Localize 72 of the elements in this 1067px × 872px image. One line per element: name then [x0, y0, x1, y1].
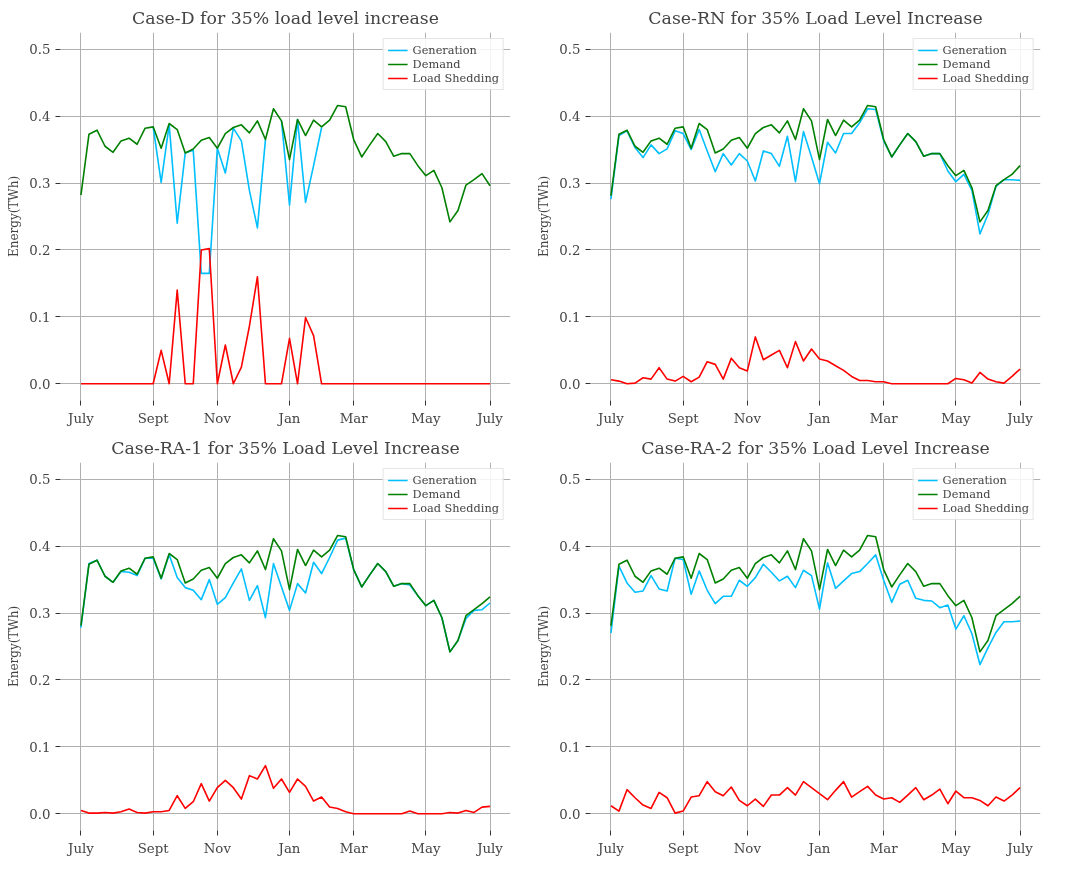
legend-label: Load Shedding: [942, 71, 1029, 85]
x-tick-label: May: [411, 410, 441, 426]
x-tick-label: July: [475, 840, 504, 856]
y-tick-label: 0.3: [29, 176, 51, 192]
y-tick-label: 0.2: [29, 242, 51, 258]
x-tick-label: Mar: [869, 840, 899, 856]
x-tick-label: Mar: [339, 410, 369, 426]
y-tick-label: 0.0: [559, 376, 581, 392]
x-tick-label: July: [1005, 840, 1034, 856]
legend-label: Demand: [412, 487, 461, 501]
x-tick-label: Sept: [667, 410, 700, 426]
legend-label: Load Shedding: [412, 71, 499, 85]
x-tick-label: Jan: [806, 840, 831, 856]
x-tick-label: Nov: [203, 840, 232, 856]
legend-label: Generation: [942, 473, 1007, 487]
x-tick-label: Nov: [733, 410, 762, 426]
x-tick-label: Mar: [869, 410, 899, 426]
x-tick-label: Jan: [276, 840, 301, 856]
y-tick-label: 0.1: [29, 309, 51, 325]
y-axis-title: Energy(TWh): [537, 605, 552, 688]
legend-label: Generation: [942, 43, 1007, 57]
y-tick-label: 0.1: [559, 309, 581, 325]
x-tick-label: Sept: [667, 840, 700, 856]
x-tick-label: Mar: [339, 840, 369, 856]
x-tick-label: Sept: [137, 840, 170, 856]
y-tick-label: 0.3: [29, 606, 51, 622]
y-tick-label: 0.2: [29, 672, 51, 688]
y-axis-title: Energy(TWh): [7, 175, 22, 258]
y-tick-label: 0.3: [559, 606, 581, 622]
y-tick-label: 0.4: [559, 109, 581, 125]
chart-title: Case-RN for 35% Load Level Increase: [648, 7, 983, 28]
y-tick-label: 0.0: [29, 376, 51, 392]
x-tick-label: Nov: [733, 840, 762, 856]
x-tick-label: May: [941, 840, 971, 856]
x-tick-label: Jan: [806, 410, 831, 426]
chart-title: Case-D for 35% load level increase: [132, 7, 439, 28]
y-tick-label: 0.0: [29, 806, 51, 822]
x-tick-label: Jan: [276, 410, 301, 426]
y-tick-label: 0.4: [559, 539, 581, 555]
y-tick-label: 0.3: [559, 176, 581, 192]
y-tick-label: 0.5: [559, 42, 581, 58]
legend-label: Generation: [412, 43, 477, 57]
y-axis-title: Energy(TWh): [537, 175, 552, 258]
x-tick-label: July: [66, 840, 95, 856]
y-tick-label: 0.2: [559, 672, 581, 688]
y-tick-label: 0.4: [29, 109, 51, 125]
x-tick-label: July: [475, 410, 504, 426]
x-tick-label: July: [596, 840, 625, 856]
x-tick-label: July: [1005, 410, 1034, 426]
x-tick-label: July: [66, 410, 95, 426]
x-tick-label: May: [941, 410, 971, 426]
legend-label: Demand: [942, 487, 991, 501]
y-tick-label: 0.0: [559, 806, 581, 822]
y-tick-label: 0.1: [559, 739, 581, 755]
y-tick-label: 0.1: [29, 739, 51, 755]
legend-label: Demand: [412, 57, 461, 71]
chart-title: Case-RA-1 for 35% Load Level Increase: [111, 437, 460, 458]
legend-label: Load Shedding: [942, 501, 1029, 515]
legend-label: Demand: [942, 57, 991, 71]
y-axis-title: Energy(TWh): [7, 605, 22, 688]
legend-label: Generation: [412, 473, 477, 487]
y-tick-label: 0.2: [559, 242, 581, 258]
y-tick-label: 0.5: [29, 472, 51, 488]
y-tick-label: 0.4: [29, 539, 51, 555]
x-tick-label: July: [596, 410, 625, 426]
x-tick-label: Sept: [137, 410, 170, 426]
y-tick-label: 0.5: [29, 42, 51, 58]
chart-title: Case-RA-2 for 35% Load Level Increase: [641, 437, 990, 458]
y-tick-label: 0.5: [559, 472, 581, 488]
x-tick-label: Nov: [203, 410, 232, 426]
legend-label: Load Shedding: [412, 501, 499, 515]
x-tick-label: May: [411, 840, 441, 856]
